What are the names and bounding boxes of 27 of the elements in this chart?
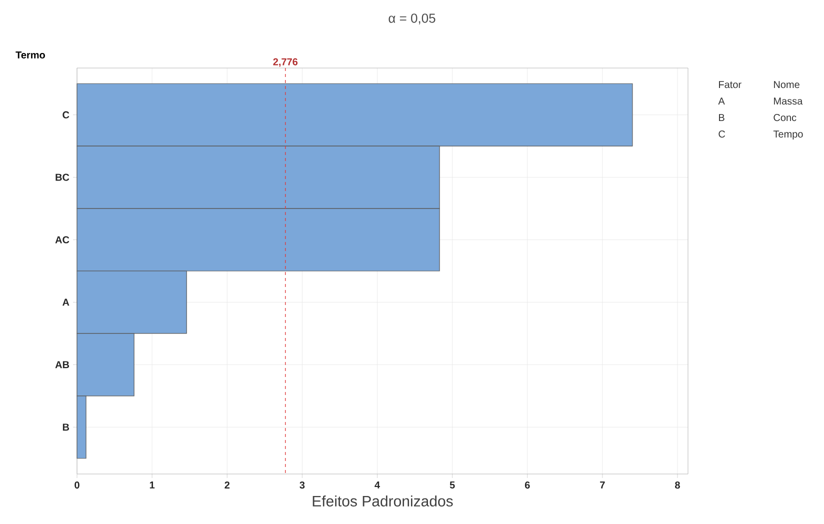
x-axis-title: Efeitos Padronizados — [312, 495, 453, 506]
text: Tempo — [773, 130, 803, 140]
x-tick-label: 4 — [374, 482, 380, 488]
x-tick-label: 6 — [524, 482, 530, 489]
x-tick-label: 0 — [74, 482, 80, 489]
x-tick-label: 7 — [600, 482, 605, 488]
x-tick-label: 2 — [224, 482, 230, 489]
x-tick-label: 1 — [150, 482, 155, 488]
chart-title: α = 0,05 — [388, 14, 436, 24]
text: Fator — [719, 81, 742, 88]
x-tick-label: 5 — [450, 482, 455, 488]
y-tick-label: AC — [55, 236, 70, 244]
y-tick-label: AB — [55, 361, 70, 368]
y-tick-label: C — [62, 111, 70, 118]
text: Nome — [774, 81, 800, 88]
text: C — [718, 130, 726, 138]
x-tick-label: 8 — [675, 482, 680, 489]
y-tick-label: B — [62, 424, 70, 431]
x-tick-label: 3 — [300, 482, 305, 489]
text: Conc — [774, 114, 796, 122]
text: B — [719, 114, 724, 121]
y-axis-title: Termo — [16, 51, 45, 58]
y-tick-label: A — [62, 298, 70, 306]
text: A — [718, 98, 725, 104]
y-tick-label: BC — [56, 174, 70, 181]
ref-line-label: 2,776 — [273, 58, 298, 67]
text: Massa — [774, 98, 803, 105]
